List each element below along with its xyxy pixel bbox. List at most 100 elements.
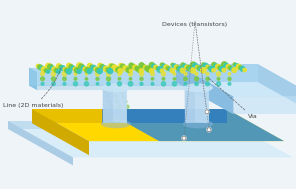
Circle shape — [171, 63, 174, 67]
Circle shape — [173, 73, 176, 75]
Polygon shape — [32, 109, 227, 123]
Circle shape — [144, 65, 147, 69]
Circle shape — [222, 62, 227, 67]
Circle shape — [100, 64, 104, 69]
Polygon shape — [103, 87, 127, 123]
Circle shape — [149, 69, 154, 73]
Circle shape — [71, 66, 75, 70]
Circle shape — [118, 82, 121, 86]
Circle shape — [139, 63, 144, 67]
Circle shape — [67, 63, 72, 68]
Circle shape — [184, 82, 187, 85]
Circle shape — [69, 65, 73, 69]
Ellipse shape — [183, 83, 213, 92]
Circle shape — [216, 72, 221, 76]
Circle shape — [107, 82, 110, 86]
Circle shape — [200, 68, 206, 73]
Circle shape — [74, 72, 77, 75]
Circle shape — [212, 69, 215, 72]
Circle shape — [232, 68, 237, 72]
Circle shape — [164, 65, 168, 70]
Circle shape — [206, 65, 209, 69]
Circle shape — [216, 82, 221, 86]
Circle shape — [180, 68, 185, 73]
Circle shape — [85, 73, 88, 75]
Circle shape — [85, 68, 90, 73]
Circle shape — [109, 64, 112, 67]
Circle shape — [149, 63, 155, 68]
Circle shape — [220, 67, 224, 71]
Circle shape — [91, 65, 96, 70]
Circle shape — [156, 67, 160, 70]
Circle shape — [36, 64, 40, 68]
Circle shape — [50, 66, 54, 70]
Polygon shape — [113, 86, 127, 123]
Circle shape — [98, 63, 102, 68]
Circle shape — [206, 73, 209, 75]
Circle shape — [97, 69, 102, 74]
Polygon shape — [185, 87, 209, 123]
Circle shape — [96, 77, 99, 80]
Circle shape — [205, 110, 209, 114]
Circle shape — [184, 72, 187, 75]
Circle shape — [231, 67, 234, 71]
Circle shape — [240, 67, 245, 71]
Text: Line (2D materials): Line (2D materials) — [3, 68, 63, 108]
Circle shape — [123, 66, 126, 69]
Circle shape — [206, 77, 209, 81]
Circle shape — [239, 66, 242, 70]
Circle shape — [114, 66, 119, 71]
Circle shape — [183, 64, 187, 68]
Circle shape — [154, 65, 158, 69]
Polygon shape — [32, 109, 284, 141]
Polygon shape — [258, 64, 296, 114]
Circle shape — [224, 63, 229, 68]
Circle shape — [197, 66, 201, 70]
Circle shape — [112, 65, 117, 70]
Polygon shape — [176, 64, 234, 114]
Circle shape — [172, 82, 177, 86]
Circle shape — [104, 90, 107, 93]
Circle shape — [142, 64, 145, 68]
Circle shape — [217, 77, 220, 80]
Polygon shape — [176, 64, 296, 96]
Circle shape — [135, 67, 139, 71]
Circle shape — [222, 68, 226, 72]
Circle shape — [110, 64, 115, 69]
Circle shape — [90, 65, 94, 68]
Circle shape — [173, 78, 176, 80]
Circle shape — [81, 66, 86, 70]
Circle shape — [96, 83, 99, 85]
Circle shape — [182, 136, 186, 140]
Circle shape — [194, 77, 198, 81]
Circle shape — [85, 78, 88, 80]
Circle shape — [62, 72, 67, 76]
Circle shape — [137, 67, 141, 72]
Polygon shape — [234, 96, 296, 114]
Circle shape — [140, 82, 143, 85]
Circle shape — [173, 64, 177, 68]
Circle shape — [118, 69, 123, 74]
Circle shape — [140, 77, 143, 80]
Circle shape — [41, 77, 44, 81]
Circle shape — [110, 105, 113, 108]
Circle shape — [87, 69, 92, 74]
Circle shape — [181, 63, 185, 67]
Circle shape — [236, 64, 241, 69]
Circle shape — [169, 68, 172, 71]
Circle shape — [63, 82, 66, 85]
Circle shape — [124, 100, 127, 103]
Circle shape — [147, 67, 152, 72]
Circle shape — [202, 63, 205, 66]
Polygon shape — [29, 67, 264, 86]
Circle shape — [206, 82, 209, 86]
Circle shape — [52, 67, 57, 72]
Polygon shape — [185, 86, 195, 123]
Text: Devices (transistors): Devices (transistors) — [163, 22, 228, 27]
Circle shape — [54, 68, 58, 72]
Circle shape — [46, 63, 51, 68]
Polygon shape — [8, 121, 228, 129]
Circle shape — [151, 72, 154, 76]
Polygon shape — [102, 109, 227, 123]
Circle shape — [186, 66, 192, 71]
